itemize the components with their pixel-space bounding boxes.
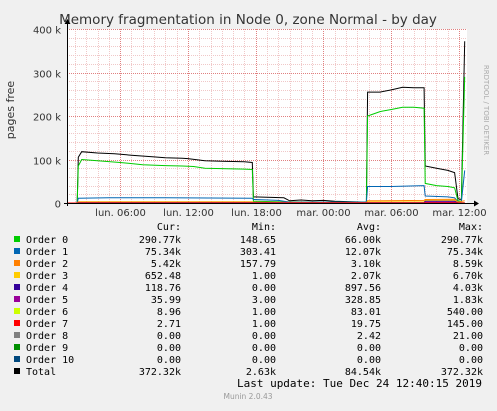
legend-value-max: 8.59k	[453, 259, 483, 270]
legend-value-cur: 8.96	[157, 307, 181, 318]
legend-value-avg: 19.75	[351, 319, 381, 330]
legend-value-min: 1.00	[252, 319, 276, 330]
legend-swatch	[14, 260, 20, 266]
legend-swatch	[14, 320, 20, 326]
legend-value-cur: 118.76	[145, 283, 181, 294]
x-tick-label: lun. 06:00	[95, 208, 146, 219]
legend-name: Order 8	[26, 331, 68, 342]
legend-value-min: 157.79	[240, 259, 276, 270]
legend-value-max: 0.00	[459, 355, 483, 366]
legend-value-avg: 0.00	[357, 343, 381, 354]
legend-swatch	[14, 236, 20, 242]
legend-name: Order 3	[26, 271, 68, 282]
y-tick-label: 0	[55, 200, 61, 211]
legend-table: Cur: Min: Avg: Max: Order 0 290.77k 148.65 66.0…	[14, 222, 483, 378]
x-tick-label: lun. 18:00	[231, 208, 282, 219]
legend-value-max: 145.00	[447, 319, 483, 330]
legend-name: Order 1	[26, 247, 68, 258]
legend-name: Order 0	[26, 235, 68, 246]
x-axis-arrow	[474, 201, 479, 207]
legend-swatch	[14, 248, 20, 254]
legend-name: Order 4	[26, 283, 68, 294]
legend-value-min: 148.65	[240, 235, 276, 246]
legend-value-avg: 3.10k	[351, 259, 381, 270]
legend-value-min: 0.00	[252, 283, 276, 294]
legend-value-cur: 5.42k	[151, 259, 181, 270]
legend-value-min: 1.00	[252, 271, 276, 282]
legend-value-avg: 2.07k	[351, 271, 381, 282]
legend-column-header: Max:	[459, 222, 483, 233]
legend-value-cur: 0.00	[157, 343, 181, 354]
legend-value-max: 0.00	[459, 343, 483, 354]
legend-value-max: 4.03k	[453, 283, 483, 294]
x-tick-label: mar. 06:00	[364, 208, 418, 219]
legend-name: Order 5	[26, 295, 68, 306]
legend-swatch	[14, 332, 20, 338]
legend-name: Order 9	[26, 343, 68, 354]
legend-value-avg: 2.42	[357, 331, 381, 342]
x-tick-label: mar. 12:00	[432, 208, 486, 219]
legend-swatch	[14, 308, 20, 314]
legend-name: Order 7	[26, 319, 68, 330]
legend-value-min: 1.00	[252, 307, 276, 318]
munin-version: Munin 2.0.43	[223, 392, 272, 401]
legend-value-avg: 83.01	[351, 307, 381, 318]
y-tick-labels: 0 100 k 200 k 300 k 400 k	[33, 26, 61, 211]
legend-value-avg: 897.56	[345, 283, 381, 294]
legend-value-cur: 652.48	[145, 271, 181, 282]
legend-value-max: 21.00	[453, 331, 483, 342]
legend-value-min: 3.00	[252, 295, 276, 306]
legend-value-cur: 290.77k	[139, 235, 181, 246]
legend-column-header: Avg:	[357, 222, 381, 233]
x-tick-label: mar. 00:00	[296, 208, 350, 219]
legend-name: Order 10	[26, 355, 74, 366]
x-tick-label: lun. 12:00	[163, 208, 214, 219]
legend-swatch	[14, 272, 20, 278]
legend-value-max: 6.70k	[453, 271, 483, 282]
legend-value-avg: 66.00k	[345, 235, 381, 246]
chart-title: Memory fragmentation in Node 0, zone Nor…	[59, 12, 437, 28]
legend-value-min: 0.00	[252, 355, 276, 366]
legend-value-max: 1.83k	[453, 295, 483, 306]
y-axis-label: pages free	[4, 81, 17, 140]
y-tick-label: 100 k	[33, 157, 61, 168]
last-update-text: Last update: Tue Dec 24 12:40:15 2019	[237, 377, 482, 390]
legend-value-avg: 328.85	[345, 295, 381, 306]
legend-value-cur: 75.34k	[145, 247, 181, 258]
legend-swatch	[14, 356, 20, 362]
legend-swatch	[14, 284, 20, 290]
legend-value-cur: 0.00	[157, 355, 181, 366]
legend-column-header: Min:	[252, 222, 276, 233]
y-tick-label: 300 k	[33, 70, 61, 81]
legend-swatch	[14, 296, 20, 302]
legend-value-min: 303.41	[240, 247, 276, 258]
legend-value-cur: 35.99	[151, 295, 181, 306]
legend-value-avg: 12.07k	[345, 247, 381, 258]
x-tick-labels: lun. 06:00 lun. 12:00 lun. 18:00 mar. 00:00…	[95, 208, 486, 219]
legend-name: Order 6	[26, 307, 68, 318]
legend-value-min: 0.00	[252, 343, 276, 354]
legend-value-cur: 372.32k	[139, 367, 181, 378]
legend-value-avg: 0.00	[357, 355, 381, 366]
legend-name: Total	[26, 367, 56, 378]
legend-value-cur: 0.00	[157, 331, 181, 342]
legend-value-max: 75.34k	[447, 247, 483, 258]
legend-column-header: Cur:	[157, 222, 181, 233]
legend-swatch	[14, 368, 20, 374]
legend-name: Order 2	[26, 259, 68, 270]
legend-swatch	[14, 344, 20, 350]
y-tick-label: 400 k	[33, 26, 61, 37]
y-tick-label: 200 k	[33, 113, 61, 124]
legend-value-max: 290.77k	[441, 235, 483, 246]
rrdtool-watermark: RRDTOOL / TOBI OETIKER	[482, 65, 490, 155]
legend-value-max: 540.00	[447, 307, 483, 318]
legend-value-min: 0.00	[252, 331, 276, 342]
legend-value-cur: 2.71	[157, 319, 181, 330]
